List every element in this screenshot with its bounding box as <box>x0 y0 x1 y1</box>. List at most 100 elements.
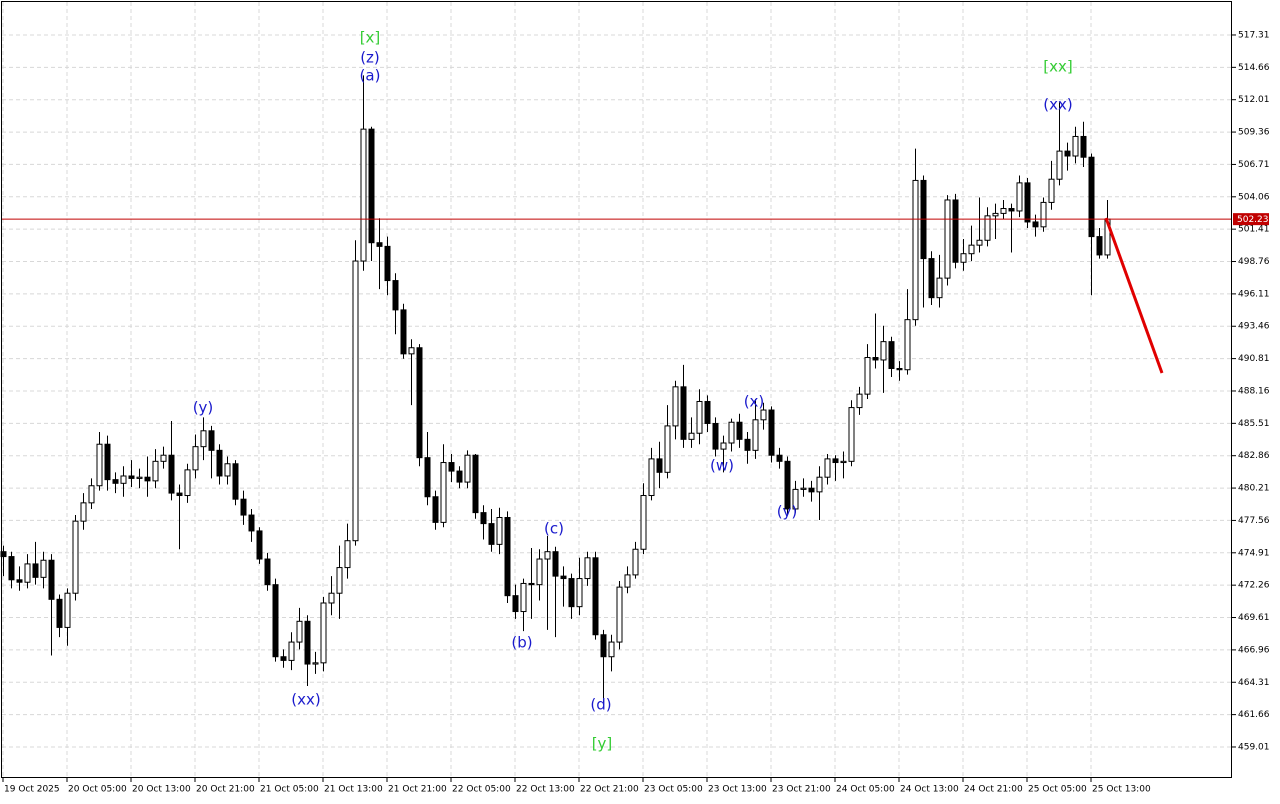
candle-body <box>840 460 847 464</box>
y-tick-label: 482.86 <box>1238 451 1270 461</box>
candle-body <box>1008 208 1015 212</box>
candle-body <box>720 442 727 450</box>
wave-label: (xx) <box>291 691 320 709</box>
candle-body <box>944 199 951 279</box>
candle-body <box>120 475 127 484</box>
candle-body <box>264 558 271 586</box>
y-tick-label: 461.66 <box>1238 710 1270 720</box>
x-tick-label: 20 Oct 21:00 <box>196 785 255 795</box>
candle-body <box>128 475 135 479</box>
candle-body <box>48 559 55 600</box>
candle-body <box>352 260 359 542</box>
candle-body <box>592 557 599 636</box>
candle-body <box>336 567 343 594</box>
candle-body <box>216 449 223 477</box>
y-tick-label: 469.61 <box>1238 613 1270 623</box>
candle-body <box>376 242 383 247</box>
candle-body <box>24 563 31 583</box>
current-price-label: 502.23 <box>1237 215 1269 225</box>
y-tick-label: 514.66 <box>1238 63 1270 73</box>
candle-body <box>248 514 255 532</box>
wave-label: [x] <box>360 29 381 47</box>
candle-body <box>144 476 151 482</box>
candle-body <box>912 179 919 321</box>
candle-body <box>864 357 871 395</box>
candle-body <box>816 476 823 493</box>
candle-body <box>272 584 279 658</box>
x-tick-label: 23 Oct 21:00 <box>772 785 831 795</box>
candle-body <box>224 463 231 477</box>
candle-body <box>984 215 991 241</box>
x-tick-label: 22 Oct 21:00 <box>580 785 639 795</box>
y-tick-label: 506.71 <box>1238 160 1270 170</box>
candle-body <box>296 620 303 643</box>
candle-body <box>480 512 487 525</box>
candle-body <box>184 469 191 497</box>
candle-body <box>168 454 175 494</box>
candle-body <box>400 309 407 355</box>
wave-label: (y) <box>777 503 798 521</box>
candle-body <box>712 422 719 450</box>
candle-body <box>88 485 95 504</box>
y-tick-label: 488.16 <box>1238 386 1270 396</box>
y-tick-label: 480.21 <box>1238 484 1270 494</box>
candle-body <box>72 520 79 594</box>
candle-body <box>312 662 319 665</box>
candle-body <box>632 548 639 576</box>
candle-body <box>968 244 975 255</box>
candle-body <box>200 430 207 448</box>
candle-body <box>1048 178 1055 203</box>
candle-body <box>872 357 879 361</box>
candle-body <box>1072 135 1079 157</box>
y-tick-label: 490.81 <box>1238 354 1270 364</box>
x-tick-label: 20 Oct 13:00 <box>132 785 191 795</box>
candle-body <box>192 446 199 471</box>
y-tick-label: 498.76 <box>1238 257 1270 267</box>
candle-body <box>280 656 287 661</box>
candle-body <box>80 502 87 522</box>
candle-body <box>640 495 647 550</box>
candle-body <box>760 409 767 421</box>
candle-body <box>8 556 15 581</box>
candle-body <box>32 563 39 578</box>
wave-label: [y] <box>592 735 613 753</box>
candle-body <box>1088 156 1095 238</box>
candle-body <box>440 462 447 523</box>
candle-body <box>448 462 455 472</box>
y-tick-label: 464.31 <box>1238 678 1270 688</box>
candle-body <box>696 400 703 434</box>
y-tick-label: 459.01 <box>1238 742 1270 752</box>
candle-body <box>680 386 687 440</box>
candle-body <box>624 574 631 588</box>
wave-label: (a) <box>360 67 381 85</box>
candle-body <box>416 347 423 459</box>
candle-body <box>320 602 327 664</box>
candle-body <box>512 595 519 613</box>
candles <box>0 75 1232 704</box>
candle-body <box>208 430 215 451</box>
candle-body <box>472 454 479 514</box>
candle-body <box>288 641 295 661</box>
x-tick-label: 25 Oct 13:00 <box>1092 785 1151 795</box>
candle-body <box>304 620 311 665</box>
candle-body <box>784 460 791 510</box>
candle-body <box>56 598 63 628</box>
x-tick-label: 21 Oct 13:00 <box>324 785 383 795</box>
projection-line <box>1104 217 1164 374</box>
candle-body <box>424 457 431 498</box>
x-tick-label: 19 Oct 2025 <box>4 785 60 795</box>
candle-body <box>992 212 999 217</box>
candle-body <box>672 386 679 427</box>
candle-body <box>520 582 527 613</box>
wave-label: (b) <box>511 634 532 652</box>
candle-body <box>64 592 71 628</box>
candle-body <box>1080 135 1087 158</box>
candle-body <box>824 458 831 478</box>
candle-body <box>528 582 535 586</box>
candle-body <box>584 557 591 580</box>
candle-body <box>880 341 887 361</box>
candle-body <box>544 551 551 560</box>
candle-body <box>856 393 863 409</box>
